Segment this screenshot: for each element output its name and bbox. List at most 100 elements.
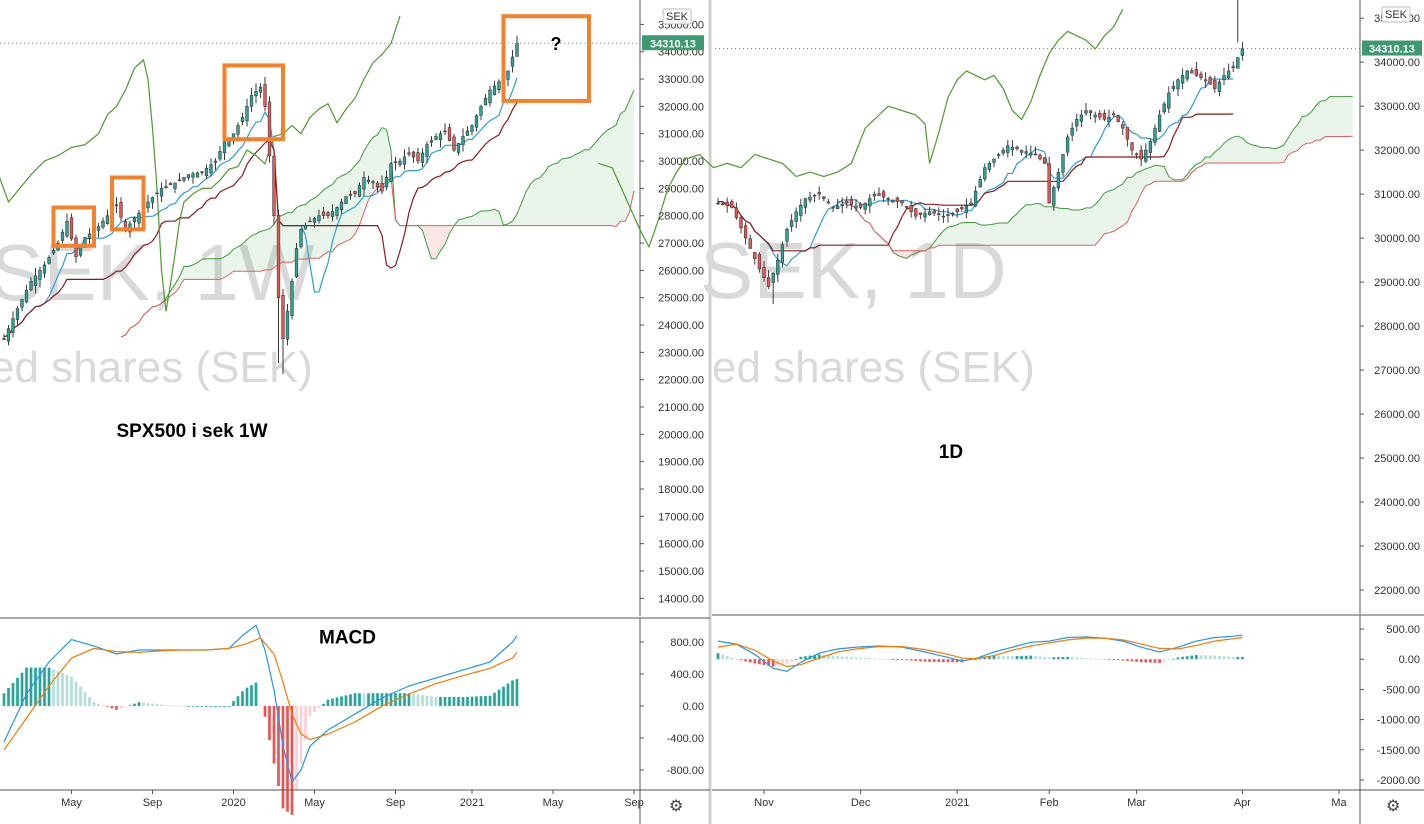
- cloud-segment: [1237, 136, 1243, 163]
- histogram-bar: [1162, 659, 1166, 662]
- cloud-segment: [1150, 165, 1155, 184]
- candle: [978, 175, 982, 188]
- histogram-bar: [739, 659, 743, 661]
- cloud-segment: [1210, 152, 1215, 163]
- cloud-segment: [593, 139, 598, 226]
- settings-gear-icon[interactable]: ⚙: [1386, 796, 1400, 815]
- price-axis[interactable]: 35000.0034000.0033000.0032000.0031000.00…: [640, 19, 704, 605]
- cloud-segment: [472, 213, 477, 226]
- cloud-segment: [355, 160, 360, 234]
- candle: [492, 80, 497, 96]
- candle: [817, 186, 821, 200]
- candle: [771, 271, 775, 305]
- currency-badge-label: SEK: [666, 11, 689, 23]
- cloud-segment: [571, 154, 576, 226]
- candle: [389, 162, 393, 183]
- cloud-segment: [328, 184, 333, 252]
- histogram-bar: [277, 706, 280, 786]
- cloud-segment: [188, 264, 193, 280]
- histogram-bar: [403, 693, 406, 706]
- histogram-bar: [1006, 656, 1010, 660]
- candle: [780, 241, 785, 268]
- histogram-bar: [1029, 655, 1033, 660]
- price-tick-label: 29000.00: [1374, 277, 1420, 289]
- histogram-bar: [182, 706, 186, 707]
- candle: [150, 196, 155, 209]
- cloud-segment: [1256, 145, 1261, 163]
- ichimoku-cloud: [842, 96, 1353, 259]
- candle: [716, 198, 720, 206]
- macd-axis[interactable]: 800.00 400.00 0.00 -400.00 -800.00: [640, 637, 704, 777]
- histogram-bar: [845, 656, 849, 660]
- histogram-bar: [1089, 658, 1092, 660]
- histogram-bar: [272, 706, 276, 764]
- histogram-bar: [349, 694, 352, 706]
- candle: [137, 209, 141, 228]
- cloud-segment: [1334, 96, 1339, 137]
- histogram-bar: [753, 659, 757, 664]
- candle: [47, 255, 51, 265]
- cloud-segment: [247, 235, 252, 272]
- histogram-bar: [1061, 656, 1065, 660]
- time-axis[interactable]: Nov Dec 2021 Feb Mar Apr Ma: [754, 790, 1348, 809]
- histogram-bar: [1227, 656, 1230, 660]
- currency-badge[interactable]: SEK: [662, 8, 692, 25]
- cloud-segment: [629, 90, 634, 213]
- currency-badge[interactable]: SEK: [1381, 6, 1411, 23]
- candle: [932, 209, 936, 217]
- candle: [276, 209, 281, 364]
- candle: [344, 196, 348, 205]
- settings-gear-icon[interactable]: ⚙: [669, 796, 683, 815]
- candle: [11, 311, 15, 338]
- histogram-bar: [232, 701, 235, 706]
- candle: [743, 222, 748, 245]
- cloud-segment: [463, 217, 468, 226]
- candle: [854, 199, 858, 212]
- histogram-bar: [735, 659, 738, 661]
- candle: [1139, 145, 1143, 167]
- candle: [955, 207, 959, 218]
- histogram-bar: [1208, 655, 1212, 660]
- price-axis[interactable]: 35000.0034000.0033000.0032000.0031000.00…: [1360, 13, 1420, 597]
- candle: [186, 174, 191, 181]
- cloud-segment: [242, 239, 247, 272]
- highlight-box: [110, 175, 146, 232]
- histogram-bar: [70, 676, 73, 706]
- macd-tick-label: 0.00: [1399, 654, 1420, 666]
- histogram-bar: [263, 706, 267, 717]
- candle: [51, 246, 56, 256]
- price-tick-label: 18000.00: [658, 484, 704, 496]
- cloud-segment: [938, 230, 944, 246]
- cloud-segment: [625, 100, 630, 222]
- candle: [1167, 86, 1171, 114]
- histogram-bar: [173, 705, 177, 707]
- cloud-segment: [224, 254, 229, 278]
- histogram-bar: [340, 696, 343, 706]
- histogram-bar: [1236, 656, 1240, 660]
- histogram-bar: [56, 671, 60, 706]
- candle: [38, 266, 42, 288]
- candle: [1033, 146, 1038, 156]
- chikou-span-line: [598, 8, 1124, 249]
- histogram-bar: [146, 703, 150, 706]
- macd-tick-label: -1500.00: [1377, 745, 1420, 757]
- candle: [1084, 103, 1088, 116]
- histogram-bar: [1024, 655, 1028, 660]
- histogram-bar: [919, 659, 922, 662]
- candle: [914, 207, 918, 220]
- candle: [357, 182, 362, 197]
- histogram-bar: [877, 658, 881, 660]
- cloud-segment: [373, 134, 378, 194]
- cloud-segment: [1109, 189, 1114, 233]
- histogram-bar: [1052, 657, 1056, 660]
- macd-axis[interactable]: 500.00 0.00 -500.00 -1000.00 -1500.00 -2000.0…: [1360, 624, 1420, 787]
- histogram-bar: [831, 655, 835, 660]
- histogram-bar: [358, 693, 361, 706]
- cloud-segment: [1270, 147, 1275, 163]
- candle: [776, 253, 780, 282]
- chart-annotation-text: 1D: [939, 442, 963, 463]
- histogram-bar: [151, 703, 154, 706]
- time-axis[interactable]: 19MaySep2020MaySep2021MaySep: [0, 790, 644, 809]
- histogram-bar: [74, 681, 78, 706]
- candle: [826, 198, 831, 205]
